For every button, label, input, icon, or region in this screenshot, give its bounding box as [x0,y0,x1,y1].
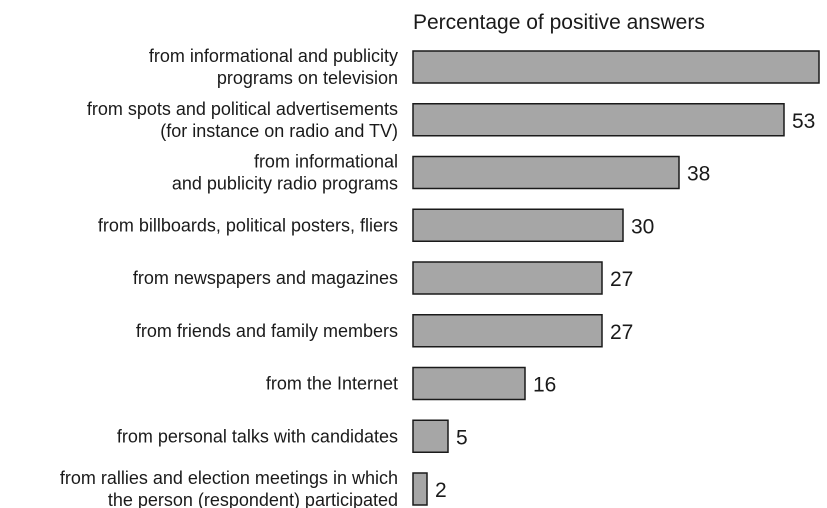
bar-7 [412,366,526,401]
category-label-3-line-2: and publicity radio programs [172,174,398,194]
category-label-8-line-1: from personal talks with candidates [117,426,398,446]
category-label-1-line-2: programs on television [217,68,398,88]
bar-1 [412,50,820,84]
category-label-7-line-1: from the Internet [266,374,398,394]
bar-2 [412,103,785,137]
bar-8 [412,419,449,453]
category-label-5-line-1: from newspapers and magazines [133,268,398,288]
category-label-9-line-1: from rallies and election meetings in wh… [60,468,398,488]
bar-4 [412,208,624,242]
bars-group: 58from informational and publicityprogra… [60,46,820,508]
category-label-1-line-1: from informational and publicity [149,46,398,66]
chart-title: Percentage of positive answers [413,11,705,34]
category-label-6-line-1: from friends and family members [136,321,398,341]
bar-6 [412,314,603,348]
value-label-8: 5 [456,426,468,449]
category-label-4-line-1: from billboards, political posters, flie… [98,215,398,235]
category-label-2-line-2: (for instance on radio and TV) [160,121,398,141]
bar-9 [412,472,428,506]
value-label-9: 2 [435,479,447,502]
value-label-5: 27 [610,268,633,291]
value-label-7: 16 [533,374,556,397]
category-label-2-line-1: from spots and political advertisements [87,99,398,119]
bar-5 [412,261,603,295]
value-label-4: 30 [631,215,654,238]
value-label-6: 27 [610,321,633,344]
value-label-2: 53 [792,110,815,133]
category-label-3-line-1: from informational [254,152,398,172]
bar-3 [412,155,680,190]
value-label-3: 38 [687,163,710,186]
category-label-9-line-2: the person (respondent) participated [108,490,398,508]
